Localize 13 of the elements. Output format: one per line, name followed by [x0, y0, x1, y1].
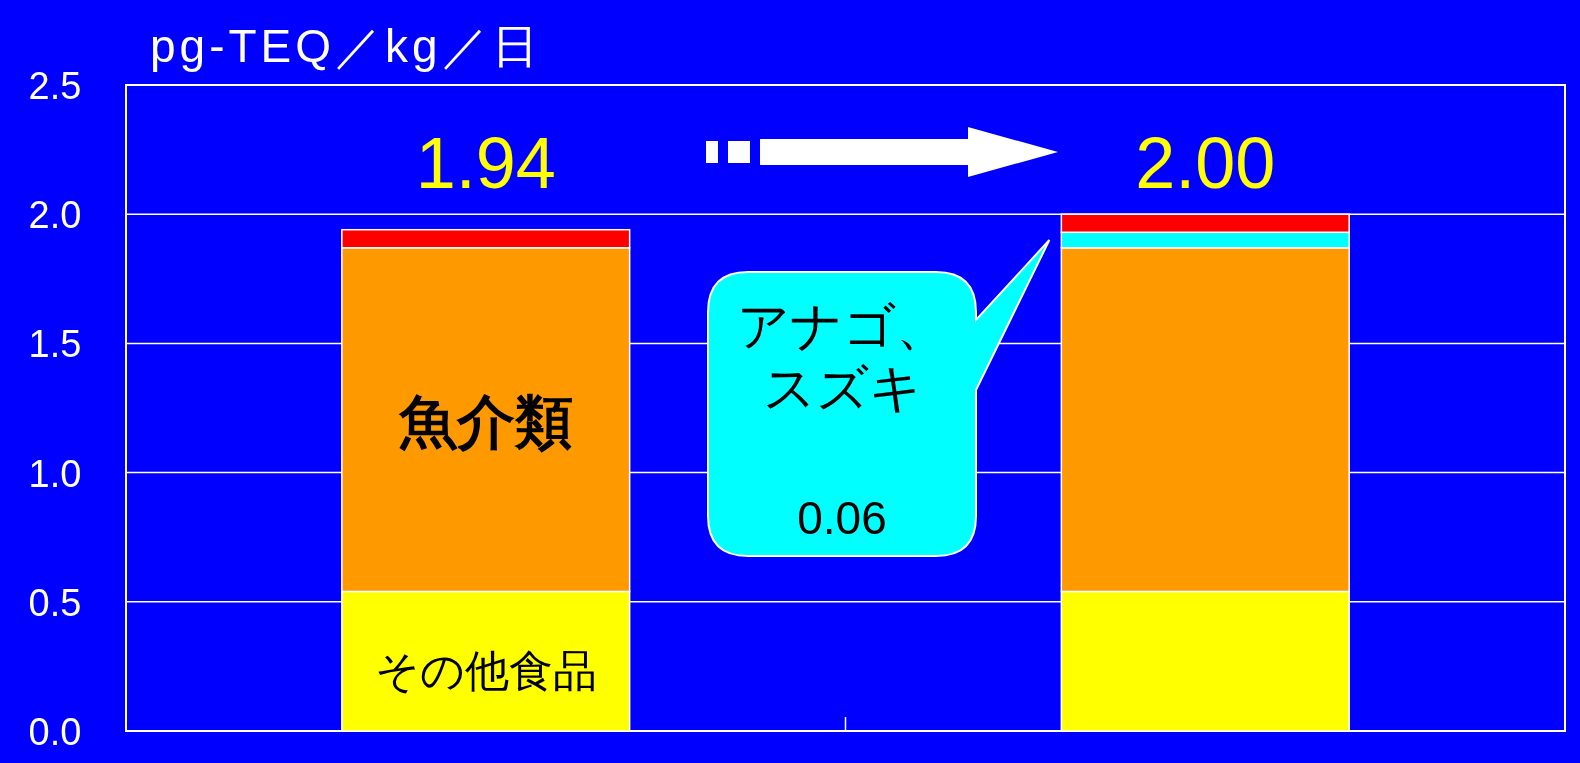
annotation: アナゴ、スズキ [736, 297, 948, 417]
y-tick-label: 0.5 [28, 581, 82, 624]
series-label: その他食品 [374, 646, 597, 696]
y-tick-label: 2.5 [28, 65, 82, 107]
series-label: 魚介類 [397, 388, 573, 454]
y-tick-label: 2.0 [28, 194, 82, 237]
y-tick-label: 1.5 [28, 323, 82, 366]
total-label: 2.00 [1135, 123, 1276, 203]
y-tick-label: 1.0 [28, 452, 82, 495]
y-tick-label: 0.0 [28, 711, 82, 753]
annotation: 0.06 [797, 492, 887, 544]
total-label: 1.94 [415, 123, 556, 203]
y-axis-title: pg-TEQ／kg／日 [150, 20, 542, 72]
